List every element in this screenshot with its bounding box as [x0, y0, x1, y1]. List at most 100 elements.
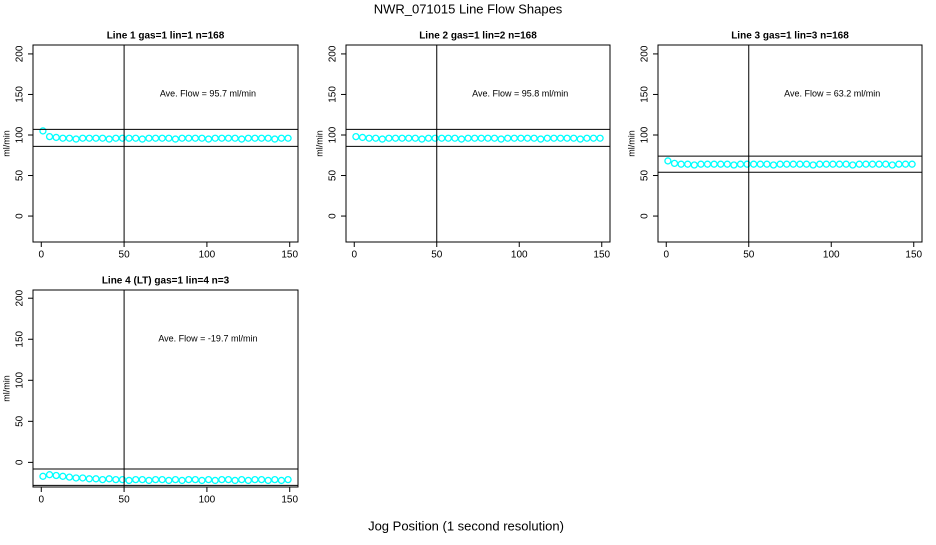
point	[405, 134, 413, 142]
point	[92, 134, 100, 142]
point	[424, 134, 433, 142]
point	[45, 471, 54, 479]
point	[284, 134, 292, 142]
point	[165, 134, 173, 142]
point	[251, 134, 259, 142]
point	[171, 475, 180, 484]
point	[908, 160, 916, 168]
x-tick-label: 100	[199, 495, 216, 506]
point	[490, 134, 499, 142]
point	[112, 475, 120, 484]
point	[185, 475, 193, 484]
y-axis-label: ml/min	[1, 130, 11, 157]
point	[204, 475, 213, 484]
point	[862, 160, 870, 168]
point	[690, 161, 698, 169]
point	[391, 134, 400, 142]
point	[98, 134, 107, 142]
point	[570, 134, 578, 142]
point	[105, 135, 113, 143]
point	[875, 160, 883, 168]
point	[204, 135, 213, 143]
point	[457, 135, 466, 143]
point	[736, 160, 745, 168]
point	[776, 160, 784, 168]
point	[165, 476, 173, 485]
point	[556, 134, 565, 142]
point	[231, 134, 239, 142]
point	[717, 160, 725, 168]
point	[444, 134, 452, 142]
y-tick-label: 0	[640, 213, 651, 219]
annotation: Ave. Flow = -19.7 ml/min	[158, 334, 257, 344]
y-tick-label: 0	[15, 213, 26, 219]
point	[145, 134, 153, 142]
point	[284, 475, 292, 484]
point	[257, 475, 266, 484]
y-axis-label: ml/min	[626, 130, 636, 157]
y-tick-label: 50	[15, 415, 26, 427]
point	[59, 134, 67, 142]
point	[378, 135, 386, 143]
plot-frame	[657, 44, 923, 243]
point	[477, 134, 485, 142]
y-tick-label: 0	[15, 459, 26, 465]
point	[365, 134, 373, 142]
annotation: Ave. Flow = 95.8 ml/min	[472, 89, 568, 99]
point	[576, 135, 584, 143]
y-axis-label: ml/min	[314, 130, 324, 157]
point	[596, 134, 604, 142]
y-axis-label: ml/min	[1, 375, 11, 402]
point	[98, 475, 107, 484]
point	[151, 475, 160, 484]
point	[138, 475, 146, 484]
point	[802, 160, 811, 168]
point	[710, 160, 718, 168]
point	[125, 134, 133, 142]
point	[85, 134, 93, 142]
point	[238, 475, 246, 484]
point	[244, 476, 252, 485]
point	[72, 474, 80, 482]
point	[92, 475, 100, 483]
point	[670, 159, 679, 168]
panel-title: Line 1 gas=1 lin=1 n=168	[107, 31, 225, 42]
point	[769, 161, 778, 169]
point	[211, 134, 219, 142]
plot-frame	[32, 44, 299, 243]
point	[251, 475, 259, 484]
point	[65, 473, 74, 481]
point	[583, 134, 591, 142]
point	[783, 160, 791, 168]
point	[550, 134, 558, 142]
point	[271, 475, 279, 484]
point	[52, 133, 60, 142]
point	[238, 135, 246, 143]
point	[158, 475, 166, 484]
point	[849, 161, 857, 169]
point	[537, 135, 545, 143]
point	[39, 127, 47, 135]
y-tick-label: 50	[328, 170, 339, 182]
point	[59, 472, 67, 480]
panel-title: Line 4 (LT) gas=1 lin=4 n=3	[102, 276, 230, 287]
point	[178, 134, 186, 142]
plot-frame	[32, 289, 299, 488]
point	[231, 476, 239, 485]
point	[497, 135, 505, 143]
panel-title: Line 3 gas=1 lin=3 n=168	[731, 31, 849, 42]
point	[178, 476, 186, 485]
point	[185, 134, 193, 142]
point	[664, 157, 672, 165]
point	[65, 134, 74, 142]
point	[271, 135, 279, 143]
point	[563, 134, 571, 142]
x-tick-label: 50	[431, 250, 443, 261]
point	[198, 476, 206, 485]
point	[723, 160, 731, 168]
point	[125, 476, 133, 485]
point	[763, 160, 771, 168]
point	[198, 134, 206, 142]
point	[277, 476, 286, 485]
